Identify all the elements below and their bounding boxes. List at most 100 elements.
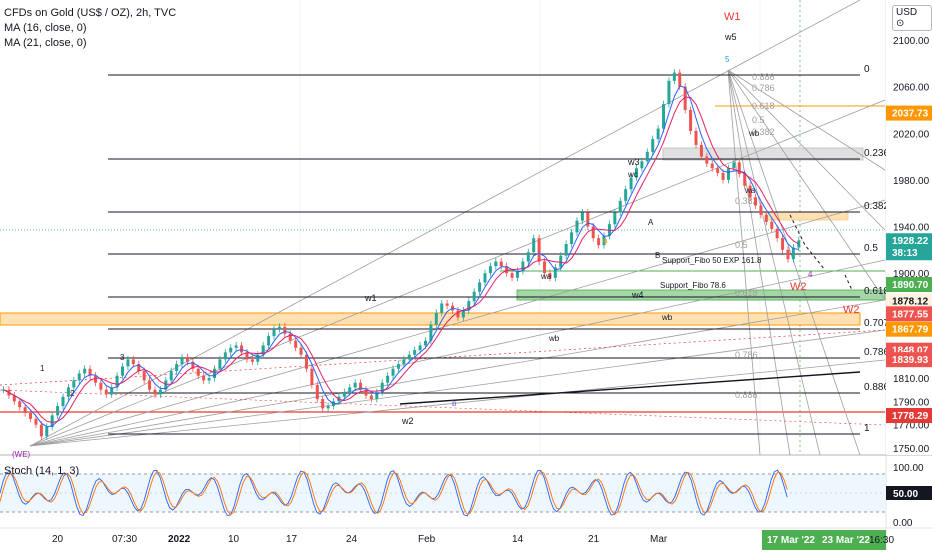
y-tick-label: 1940.00: [893, 223, 930, 234]
gann-fan-line: [29, 259, 886, 447]
candle-body: [721, 172, 725, 180]
candle-body: [494, 261, 498, 267]
price-axis[interactable]: 2100.00 2060.00 2020.00 1980.00 1940.00 1900.…: [886, 0, 932, 455]
candle-body: [142, 371, 146, 381]
date-range-bg: [762, 530, 886, 550]
candle-body: [66, 387, 70, 397]
candle-body: [716, 168, 720, 173]
candle-body: [521, 261, 525, 271]
candle-body: [413, 350, 417, 355]
candle-body: [618, 200, 622, 213]
candle-body: [591, 226, 595, 239]
candle-body: [359, 382, 363, 390]
ma21-line: [3, 96, 800, 424]
inner-fib-label: 0.886: [752, 72, 775, 82]
stoch-value-bg: [886, 486, 932, 500]
wave-label: W2: [790, 281, 807, 293]
candle-body: [39, 424, 43, 437]
fib-level-label: 1: [864, 423, 870, 434]
candle-body: [461, 310, 465, 318]
candle-body: [553, 267, 557, 278]
inner-fib-label: 0.382: [752, 127, 775, 137]
inner-fib-label: 0.786: [735, 350, 758, 360]
support-note: Support_Fibo 50 EXP 161.8: [662, 256, 762, 265]
fib-level-label: 0: [864, 64, 870, 75]
candle-body: [93, 375, 97, 383]
candle-body: [483, 273, 487, 283]
inner-fib-label: 0.786: [752, 83, 775, 93]
candle-body: [548, 273, 552, 278]
candle-body: [34, 418, 38, 425]
wave-label: 2: [70, 389, 75, 398]
wave-label: 1: [40, 364, 45, 373]
wave-label: w5: [724, 32, 737, 42]
candle-body: [705, 156, 709, 164]
candle-body: [770, 221, 774, 229]
price-label-bg: [886, 293, 932, 309]
candle-body: [321, 399, 325, 409]
candle-body: [294, 340, 298, 348]
gann-fan-down: [727, 69, 886, 231]
currency-button[interactable]: USD ⊙: [892, 5, 932, 31]
stoch-d-line: [0, 470, 788, 516]
candle-body: [764, 214, 768, 222]
candle-body: [240, 345, 244, 353]
price-label-bg: [886, 105, 932, 121]
time-label: 16:30: [869, 535, 894, 546]
candle-body: [196, 368, 200, 376]
candle-body: [234, 345, 238, 348]
stoch-tick-label: 100.00: [893, 463, 924, 474]
price-label: 1778.29: [892, 411, 929, 422]
candle-body: [261, 345, 265, 355]
wave-label: wa: [744, 186, 756, 195]
candle-body: [505, 266, 509, 274]
candle-body: [299, 347, 303, 355]
price-label-bg: [886, 245, 932, 261]
candle-body: [407, 354, 411, 360]
candle-body: [759, 205, 763, 215]
stoch-tick-label: 0.00: [893, 518, 913, 529]
candle-body: [277, 326, 281, 330]
candle-body: [570, 232, 574, 244]
candle-body: [559, 255, 563, 268]
price-label: 1848.07: [892, 346, 929, 357]
moving-averages: [3, 85, 800, 428]
gann-fan-down: [727, 69, 761, 456]
candle-body: [169, 371, 173, 381]
candle-body: [180, 357, 184, 365]
candle-body: [137, 364, 141, 372]
x-tick-label: 17: [286, 534, 298, 545]
projection-path: [789, 214, 826, 271]
candle-body: [283, 326, 287, 334]
candle-body: [526, 252, 530, 262]
chart-legend: CFDs on Gold (US$ / OZ), 2h, TVC MA (16,…: [4, 6, 176, 51]
wave-label: 5: [725, 55, 730, 64]
candle-body: [218, 359, 222, 369]
ma16-line: [3, 85, 799, 428]
candle-body: [99, 382, 103, 390]
wave-label: (WE): [12, 450, 31, 459]
candle-body: [580, 212, 584, 221]
inner-fib-label: 0.5: [752, 115, 765, 125]
candle-body: [575, 220, 579, 233]
inner-fib-label: 0.618: [735, 288, 758, 298]
candle-body: [445, 303, 449, 306]
price-label: 1928.22: [892, 236, 929, 247]
time-axis[interactable]: 20 07:30 2022 10 17 24 Feb 14 21 Mar 17 Mar '22 23 …: [52, 530, 894, 550]
fib-level-label: 0.786: [864, 347, 889, 358]
candle-body: [667, 80, 671, 105]
candle-body: [781, 238, 785, 250]
price-label: 1867.79: [892, 325, 929, 336]
fib-level-label: 0.707: [864, 318, 889, 329]
projection-path-2: [844, 274, 853, 291]
fib-level-label: 0.382: [864, 201, 889, 212]
gann-fan-line: [29, 299, 886, 447]
candle-body: [423, 340, 427, 346]
price-label-bg: [886, 352, 932, 368]
candle-body: [23, 407, 27, 414]
date-range-end: 23 Mar '22: [822, 535, 870, 546]
price-label-bg: [886, 306, 932, 322]
candle-body: [56, 406, 60, 416]
